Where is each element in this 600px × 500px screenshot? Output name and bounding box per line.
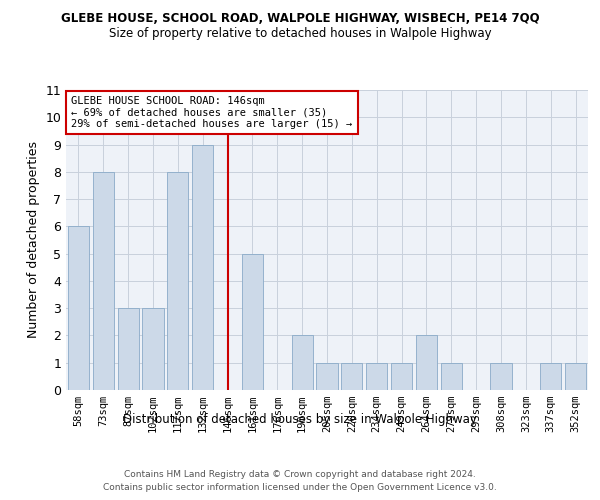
Bar bbox=[142, 308, 164, 390]
Bar bbox=[341, 362, 362, 390]
Bar bbox=[192, 144, 213, 390]
Text: Contains public sector information licensed under the Open Government Licence v3: Contains public sector information licen… bbox=[103, 482, 497, 492]
Bar bbox=[391, 362, 412, 390]
Text: Size of property relative to detached houses in Walpole Highway: Size of property relative to detached ho… bbox=[109, 28, 491, 40]
Text: Distribution of detached houses by size in Walpole Highway: Distribution of detached houses by size … bbox=[123, 412, 477, 426]
Bar bbox=[366, 362, 387, 390]
Bar bbox=[68, 226, 89, 390]
Bar bbox=[540, 362, 561, 390]
Bar bbox=[490, 362, 512, 390]
Bar bbox=[167, 172, 188, 390]
Bar bbox=[292, 336, 313, 390]
Bar bbox=[118, 308, 139, 390]
Bar bbox=[441, 362, 462, 390]
Text: GLEBE HOUSE SCHOOL ROAD: 146sqm
← 69% of detached houses are smaller (35)
29% of: GLEBE HOUSE SCHOOL ROAD: 146sqm ← 69% of… bbox=[71, 96, 352, 129]
Bar bbox=[565, 362, 586, 390]
Y-axis label: Number of detached properties: Number of detached properties bbox=[27, 142, 40, 338]
Text: GLEBE HOUSE, SCHOOL ROAD, WALPOLE HIGHWAY, WISBECH, PE14 7QQ: GLEBE HOUSE, SCHOOL ROAD, WALPOLE HIGHWA… bbox=[61, 12, 539, 26]
Bar bbox=[93, 172, 114, 390]
Bar bbox=[416, 336, 437, 390]
Text: Contains HM Land Registry data © Crown copyright and database right 2024.: Contains HM Land Registry data © Crown c… bbox=[124, 470, 476, 479]
Bar bbox=[242, 254, 263, 390]
Bar bbox=[316, 362, 338, 390]
